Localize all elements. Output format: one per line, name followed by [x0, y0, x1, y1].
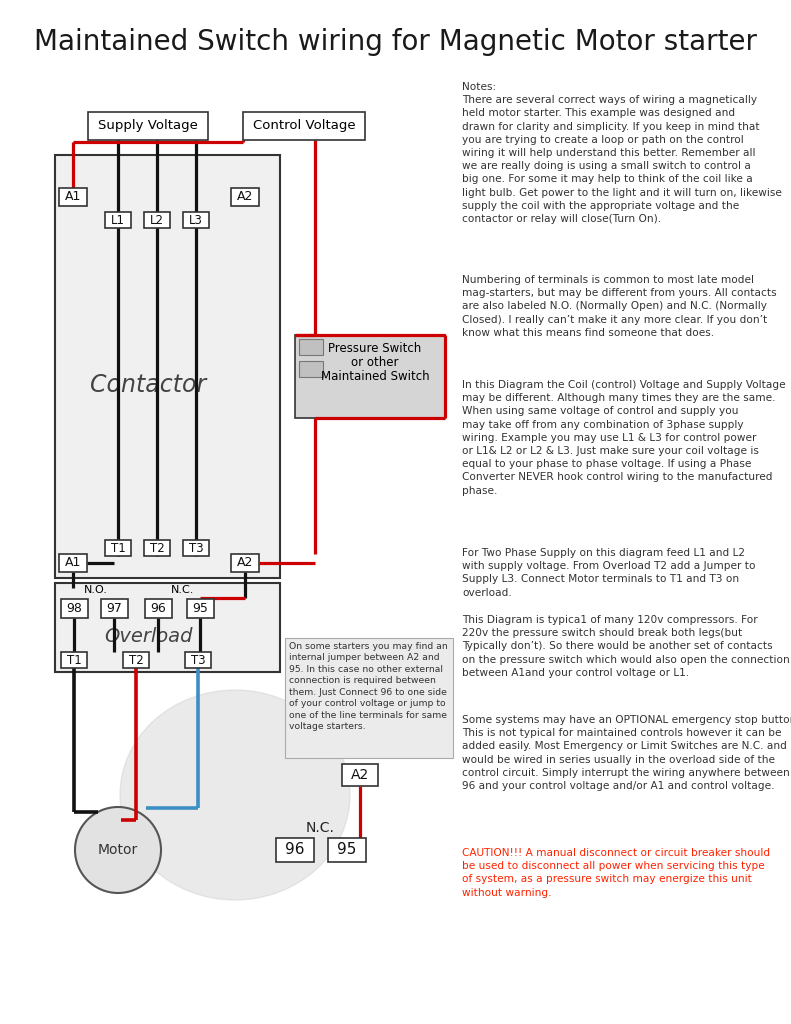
Bar: [295, 335, 445, 418]
Text: L2: L2: [150, 213, 164, 226]
Bar: [285, 638, 453, 758]
Text: T3: T3: [189, 542, 203, 555]
Text: Supply Voltage: Supply Voltage: [98, 120, 198, 132]
Bar: [88, 112, 208, 140]
Bar: [187, 598, 214, 617]
Bar: [185, 652, 211, 668]
Bar: [342, 764, 378, 786]
Bar: [231, 188, 259, 206]
Bar: [243, 112, 365, 140]
Text: Notes:
There are several correct ways of wiring a magnetically
held motor starte: Notes: There are several correct ways of…: [462, 82, 782, 224]
Bar: [105, 212, 131, 228]
Text: Contactor: Contactor: [90, 373, 206, 397]
Text: On some starters you may find an
internal jumper between A2 and
95. In this case: On some starters you may find an interna…: [289, 642, 448, 731]
Bar: [183, 540, 209, 556]
Bar: [55, 583, 280, 672]
Bar: [231, 554, 259, 572]
Text: T1: T1: [66, 653, 81, 667]
Text: 97: 97: [106, 601, 122, 614]
Text: 95: 95: [192, 601, 208, 614]
Text: A1: A1: [65, 190, 81, 204]
Bar: [61, 652, 87, 668]
Text: In this Diagram the Coil (control) Voltage and Supply Voltage
may be different. : In this Diagram the Coil (control) Volta…: [462, 380, 785, 496]
Bar: [59, 188, 87, 206]
Text: N.C.: N.C.: [172, 585, 195, 595]
Text: 96: 96: [150, 601, 166, 614]
Text: N.C.: N.C.: [305, 821, 335, 835]
Text: N.O.: N.O.: [84, 585, 108, 595]
Text: A2: A2: [237, 190, 253, 204]
Bar: [60, 598, 88, 617]
Text: Numbering of terminals is common to most late model
mag-starters, but may be dif: Numbering of terminals is common to most…: [462, 275, 777, 338]
Bar: [328, 838, 366, 862]
Text: T2: T2: [129, 653, 143, 667]
Text: or other: or other: [351, 356, 399, 370]
Bar: [183, 212, 209, 228]
Bar: [55, 155, 280, 578]
Text: CAUTION!!! A manual disconnect or circuit breaker should
be used to disconnect a: CAUTION!!! A manual disconnect or circui…: [462, 848, 770, 898]
Text: A2: A2: [351, 768, 369, 782]
Text: Motor: Motor: [98, 843, 138, 857]
Ellipse shape: [120, 690, 350, 900]
Text: Control Voltage: Control Voltage: [252, 120, 355, 132]
Text: T1: T1: [111, 542, 126, 555]
Text: T3: T3: [191, 653, 206, 667]
Text: A1: A1: [65, 556, 81, 569]
Text: Pressure Switch: Pressure Switch: [328, 342, 422, 355]
Text: L1: L1: [111, 213, 125, 226]
Circle shape: [75, 807, 161, 893]
Bar: [123, 652, 149, 668]
Text: This Diagram is typica1 of many 120v compressors. For
220v the pressure switch s: This Diagram is typica1 of many 120v com…: [462, 615, 789, 678]
Bar: [144, 212, 170, 228]
Text: 96: 96: [286, 843, 305, 857]
Text: 95: 95: [337, 843, 357, 857]
Bar: [145, 598, 172, 617]
Bar: [299, 339, 323, 355]
Bar: [105, 540, 131, 556]
Bar: [144, 540, 170, 556]
Bar: [299, 361, 323, 377]
Text: T2: T2: [149, 542, 165, 555]
Text: Maintained Switch: Maintained Switch: [320, 371, 430, 384]
Bar: [100, 598, 127, 617]
Text: Overload: Overload: [104, 628, 192, 646]
Bar: [59, 554, 87, 572]
Bar: [276, 838, 314, 862]
Text: 98: 98: [66, 601, 82, 614]
Text: Some systems may have an OPTIONAL emergency stop button.
This is not typical for: Some systems may have an OPTIONAL emerge…: [462, 715, 791, 791]
Text: Maintained Switch wiring for Magnetic Motor starter: Maintained Switch wiring for Magnetic Mo…: [35, 28, 758, 56]
Text: L3: L3: [189, 213, 203, 226]
Text: A2: A2: [237, 556, 253, 569]
Text: For Two Phase Supply on this diagram feed L1 and L2
with supply voltage. From Ov: For Two Phase Supply on this diagram fee…: [462, 548, 755, 598]
